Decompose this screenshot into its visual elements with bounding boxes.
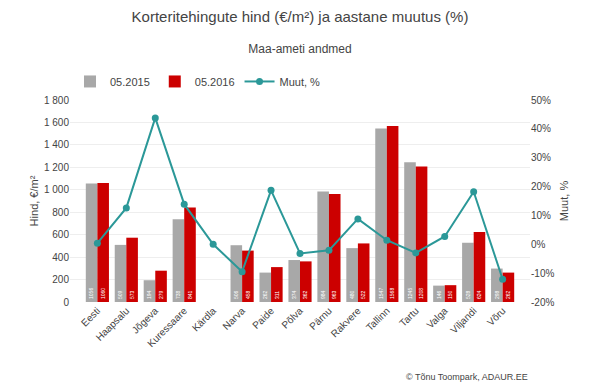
svg-text:Eesti: Eesti: [79, 305, 103, 329]
svg-text:400: 400: [52, 252, 69, 263]
svg-text:1 800: 1 800: [44, 95, 69, 106]
svg-text:1245: 1245: [407, 288, 413, 299]
svg-text:374: 374: [291, 290, 297, 299]
svg-text:Pärnu: Pärnu: [307, 305, 334, 332]
svg-text:362: 362: [302, 290, 308, 299]
svg-text:0: 0: [63, 297, 69, 308]
svg-text:194: 194: [146, 290, 152, 299]
svg-text:262: 262: [262, 290, 268, 299]
svg-text:Võru: Võru: [485, 305, 508, 328]
svg-text:Põlva: Põlva: [279, 305, 305, 331]
svg-text:800: 800: [52, 207, 69, 218]
svg-text:1060: 1060: [100, 288, 106, 299]
svg-text:311: 311: [274, 291, 280, 299]
svg-text:-10%: -10%: [531, 268, 554, 279]
svg-text:Tartu: Tartu: [397, 305, 421, 329]
svg-text:279: 279: [158, 290, 164, 299]
svg-text:963: 963: [331, 290, 337, 299]
svg-text:05.2015: 05.2015: [110, 76, 150, 88]
svg-text:262: 262: [505, 290, 511, 299]
svg-text:50%: 50%: [531, 95, 551, 106]
svg-text:Haapsalu: Haapsalu: [94, 305, 132, 343]
svg-text:150: 150: [447, 290, 453, 299]
svg-text:738: 738: [175, 290, 181, 299]
svg-text:Viljandi: Viljandi: [448, 305, 478, 335]
svg-text:40%: 40%: [531, 123, 551, 134]
svg-text:506: 506: [233, 290, 239, 299]
svg-text:05.2016: 05.2016: [195, 76, 235, 88]
svg-text:146: 146: [436, 290, 442, 299]
svg-text:Rakvere: Rakvere: [329, 305, 363, 339]
svg-text:480: 480: [349, 290, 355, 299]
svg-text:Tallinn: Tallinn: [364, 305, 392, 333]
svg-text:600: 600: [52, 229, 69, 240]
svg-text:1 200: 1 200: [44, 162, 69, 173]
svg-text:© Tõnu Toompark, ADAUR.EE: © Tõnu Toompark, ADAUR.EE: [406, 372, 528, 382]
svg-text:522: 522: [360, 290, 366, 299]
svg-text:Kärdla: Kärdla: [190, 305, 219, 334]
svg-text:Hind, €/m²: Hind, €/m²: [28, 175, 40, 226]
svg-text:1568: 1568: [389, 288, 395, 299]
svg-text:200: 200: [52, 274, 69, 285]
svg-text:1 400: 1 400: [44, 139, 69, 150]
svg-text:10%: 10%: [531, 210, 551, 221]
svg-text:298: 298: [494, 290, 500, 299]
svg-text:0%: 0%: [531, 239, 546, 250]
svg-text:509: 509: [117, 290, 123, 299]
svg-text:841: 841: [187, 290, 193, 299]
svg-text:458: 458: [245, 290, 251, 299]
svg-text:528: 528: [465, 290, 471, 299]
svg-text:Korteritehingute hind (€/m²) j: Korteritehingute hind (€/m²) ja aastane …: [132, 8, 469, 25]
svg-text:1547: 1547: [378, 288, 384, 299]
svg-text:30%: 30%: [531, 152, 551, 163]
svg-text:20%: 20%: [531, 181, 551, 192]
svg-text:Muut, %: Muut, %: [558, 181, 570, 222]
svg-text:Maa-ameti andmed: Maa-ameti andmed: [248, 42, 351, 56]
svg-text:1208: 1208: [418, 288, 424, 299]
svg-text:1 000: 1 000: [44, 184, 69, 195]
svg-text:984: 984: [320, 290, 326, 299]
svg-text:-20%: -20%: [531, 297, 554, 308]
svg-text:Muut, %: Muut, %: [280, 76, 321, 88]
svg-text:624: 624: [476, 290, 482, 299]
svg-text:573: 573: [129, 290, 135, 299]
svg-text:1056: 1056: [88, 288, 94, 299]
svg-text:Valga: Valga: [424, 305, 450, 331]
svg-text:Kuressaare: Kuressaare: [145, 305, 189, 349]
svg-text:Jõgeva: Jõgeva: [130, 305, 161, 336]
svg-text:1 600: 1 600: [44, 117, 69, 128]
svg-text:Narva: Narva: [220, 305, 247, 332]
svg-text:Paide: Paide: [250, 305, 276, 331]
